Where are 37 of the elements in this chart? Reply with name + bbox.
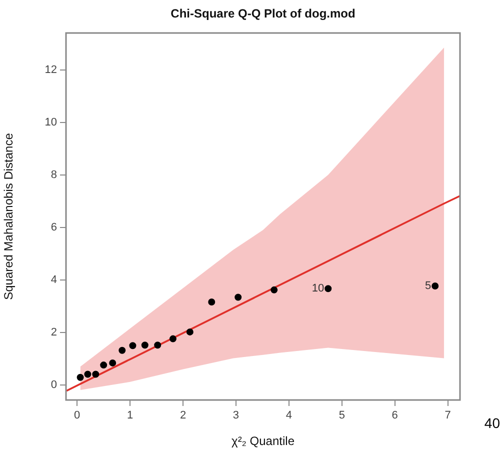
x-tick-label: 6 (392, 410, 398, 422)
point (234, 294, 242, 301)
x-axis-title: χ²₂ Quantile (232, 434, 295, 448)
text: 40 (484, 414, 500, 431)
point (169, 335, 176, 342)
x-tick-label: 4 (286, 410, 292, 422)
y-tick-label: 12 (44, 64, 57, 76)
point (92, 370, 100, 378)
x-tick-label: 5 (338, 410, 345, 422)
point (270, 286, 278, 294)
point (154, 342, 162, 349)
chart-title: Chi-Square Q-Q Plot of dog.mod (170, 6, 356, 20)
y-tick-label: 4 (50, 274, 57, 286)
point (186, 328, 194, 336)
x-tick-label: 3 (232, 410, 240, 422)
x-tick-label: 0 (74, 410, 80, 422)
point (208, 298, 216, 306)
x-tick-label: 2 (180, 410, 186, 422)
y-tick-label: 2 (50, 326, 57, 339)
point (76, 374, 84, 381)
point (129, 342, 136, 350)
point (100, 362, 108, 369)
point (118, 346, 126, 354)
point (109, 359, 116, 366)
x-tick-label: 1 (127, 410, 134, 422)
point (84, 370, 92, 378)
point (324, 285, 332, 292)
y-tick-label: 8 (50, 168, 57, 181)
annotation: 5 (424, 280, 432, 292)
annotation: 10 (312, 282, 324, 295)
y-tick-label: 10 (44, 116, 57, 128)
point (432, 282, 439, 290)
x-tick-label: 7 (444, 410, 451, 422)
y-axis-title: Squared Mahalanobis Distance (2, 132, 16, 300)
y-tick-label: 6 (50, 221, 57, 234)
y-tick-label: 0 (50, 379, 57, 392)
point (141, 342, 148, 349)
